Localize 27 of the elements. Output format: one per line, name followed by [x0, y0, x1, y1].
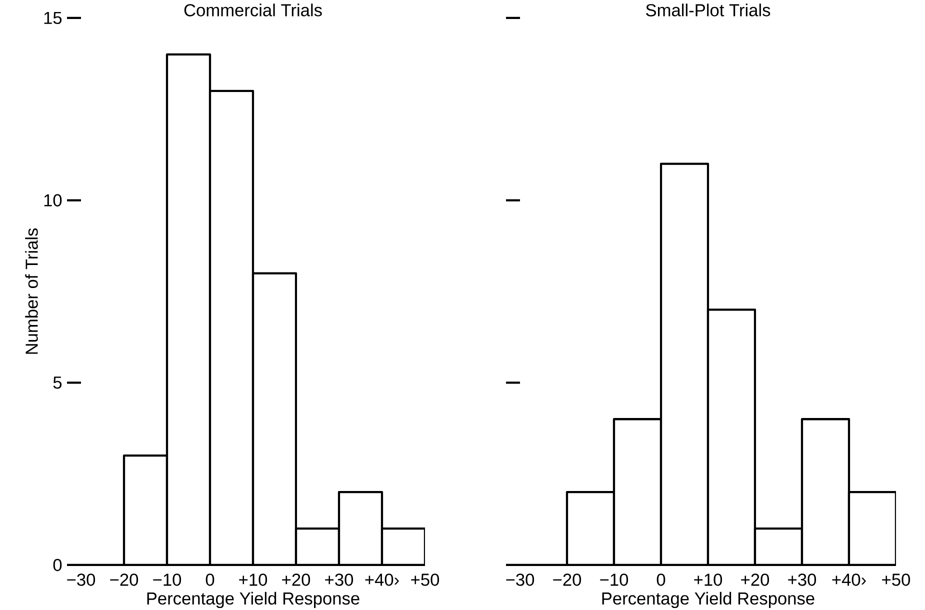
x-tick-label: −10 — [153, 574, 182, 586]
x-tick-label: +30 — [788, 574, 816, 586]
y-tick-label: 0 — [53, 558, 62, 572]
x-tick-label: 0 — [206, 574, 214, 586]
x-axis-title: Percentage Yield Response — [147, 592, 360, 608]
chart-title: Small-Plot Trials — [646, 4, 770, 16]
x-tick-label: +20 — [741, 574, 770, 586]
x-tick-label: +10 — [239, 574, 268, 586]
x-tick-label: −30 — [67, 574, 96, 586]
x-tick-label: 0 — [656, 574, 666, 586]
x-tick-label: +10 — [694, 574, 722, 586]
x-tick-label: +20 — [282, 574, 310, 586]
x-tick-label: −30 — [506, 574, 534, 586]
y-tick-label: 10 — [44, 194, 62, 206]
x-axis-title: Percentage Yield Response — [602, 592, 814, 608]
x-tick-label: +40› — [365, 574, 399, 586]
chart-title: Commercial Trials — [184, 4, 322, 16]
x-tick-label: −20 — [110, 574, 138, 586]
y-axis-title: Number of Trials — [25, 228, 38, 354]
x-tick-label: −10 — [600, 574, 628, 586]
y-tick-label: 5 — [53, 376, 62, 389]
x-tick-label: +40› — [832, 574, 866, 586]
x-tick-label: +30 — [325, 574, 354, 586]
y-tick-label: 15 — [44, 12, 62, 24]
x-tick-label: +50 — [411, 574, 440, 586]
x-tick-label: +50 — [882, 574, 910, 586]
x-tick-label: −20 — [553, 574, 582, 586]
